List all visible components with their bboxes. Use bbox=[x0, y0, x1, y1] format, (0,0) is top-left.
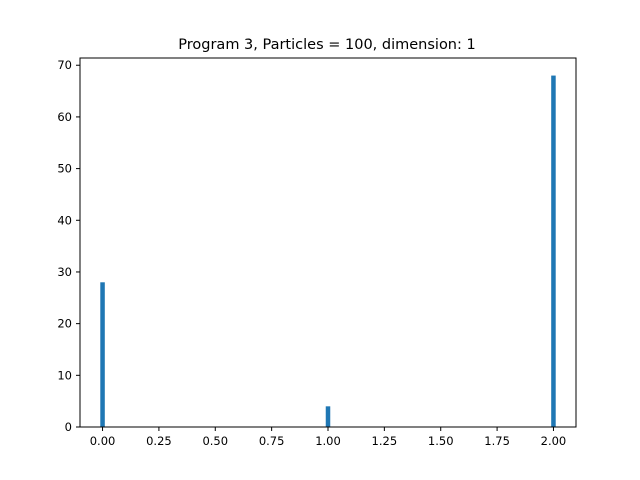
x-axis-ticks: 0.00 0.25 0.50 0.75 1.00 1.25 1.50 1.75 2.00 bbox=[90, 427, 567, 448]
x-tick-label: 0.00 bbox=[90, 434, 116, 448]
x-tick-label: 0.50 bbox=[202, 434, 228, 448]
bar-1 bbox=[325, 406, 331, 427]
x-tick-label: 2.00 bbox=[541, 434, 567, 448]
y-axis-ticks: 0 10 20 30 40 50 60 70 bbox=[57, 58, 80, 434]
y-tick-label: 0 bbox=[65, 420, 72, 434]
chart-title: Program 3, Particles = 100, dimension: 1 bbox=[178, 37, 475, 53]
y-tick-label: 40 bbox=[57, 213, 72, 227]
bar-0 bbox=[100, 282, 105, 427]
y-tick-label: 10 bbox=[57, 368, 72, 382]
y-tick-label: 70 bbox=[57, 58, 72, 72]
y-tick-label: 60 bbox=[57, 110, 72, 124]
x-tick-label: 0.25 bbox=[146, 434, 172, 448]
x-tick-label: 1.75 bbox=[484, 434, 510, 448]
x-tick-label: 1.50 bbox=[428, 434, 454, 448]
y-tick-label: 50 bbox=[57, 162, 72, 176]
x-tick-label: 0.75 bbox=[259, 434, 285, 448]
y-tick-label: 20 bbox=[57, 317, 72, 331]
bar-2 bbox=[551, 75, 556, 428]
x-tick-label: 1.25 bbox=[372, 434, 398, 448]
bars-group bbox=[100, 75, 556, 428]
y-tick-label: 30 bbox=[57, 265, 72, 279]
plot-frame bbox=[79, 57, 577, 428]
x-tick-label: 1.00 bbox=[315, 434, 341, 448]
